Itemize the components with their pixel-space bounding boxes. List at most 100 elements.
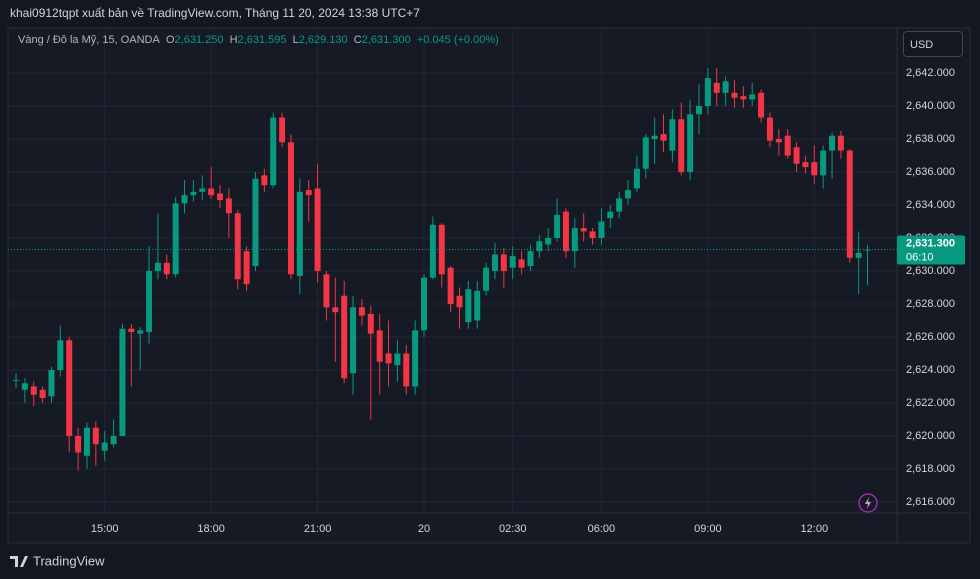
candle-body — [181, 195, 188, 204]
candle-body — [261, 175, 268, 186]
y-tick-label: 2,630.000 — [906, 265, 955, 277]
candle-body — [57, 340, 64, 370]
candle-body — [208, 188, 215, 196]
candle-body — [491, 254, 498, 271]
candle-body — [571, 228, 578, 252]
last-price-label: 2,631.300 — [906, 237, 955, 249]
candle-body — [119, 328, 126, 436]
candle-body — [367, 313, 374, 334]
ohlc-value: 2,631.250 — [174, 34, 224, 46]
candle-body — [545, 238, 552, 245]
candle-body — [829, 135, 836, 151]
candle-body — [855, 252, 862, 258]
candle-body — [128, 328, 135, 333]
candle-body — [385, 353, 392, 364]
candle-body — [421, 277, 428, 331]
candle-body — [83, 427, 90, 456]
candle-body — [376, 330, 383, 362]
symbol: Vàng / Đô la Mỹ, 15, OANDA — [18, 34, 160, 46]
candle-body — [740, 96, 747, 100]
axes: 2,616.000 2,618.000 2,620.000 2,622.000 2,62… — [8, 67, 965, 535]
candle-body — [793, 147, 800, 164]
candle-body — [687, 114, 694, 173]
y-tick-label: 2,642.000 — [906, 67, 955, 79]
candle-body — [305, 190, 312, 196]
candle-body — [39, 389, 46, 399]
candle-body — [695, 106, 702, 115]
candle-body — [811, 162, 818, 176]
x-tick-label: 09:00 — [694, 523, 722, 535]
candle-body — [225, 198, 232, 214]
candle-body — [403, 353, 410, 387]
last-price-box — [897, 235, 965, 265]
x-tick-label: 18:00 — [197, 523, 225, 535]
y-tick-label: 2,626.000 — [906, 331, 955, 343]
candle-body — [731, 92, 738, 98]
candle-body — [642, 137, 649, 169]
candle-body — [536, 241, 543, 252]
candle-body — [234, 213, 241, 280]
y-tick-label: 2,618.000 — [906, 463, 955, 475]
ohlc-value: 2,631.595 — [237, 34, 287, 46]
candle-body — [252, 178, 259, 267]
candle-body — [562, 211, 569, 252]
candle-body — [669, 119, 676, 151]
candle-body — [749, 94, 756, 100]
currency-button[interactable]: USD — [903, 31, 963, 57]
ohlc-value: 2,629.130 — [298, 34, 348, 46]
ohlc-key: L — [292, 34, 299, 46]
candle-body — [137, 330, 144, 334]
candle-body — [92, 427, 99, 445]
x-tick-label: 06:00 — [588, 523, 616, 535]
y-tick-label: 2,628.000 — [906, 298, 955, 310]
ohlc: O2,631.250 H2,631.595 L2,629.130 C2,631.… — [166, 34, 417, 46]
grid — [8, 28, 897, 513]
candle-body — [172, 203, 179, 275]
brand-logo — [10, 556, 28, 567]
chart-title: khai0912tqpt xuất bản về TradingView.com… — [10, 6, 420, 20]
candle-body — [598, 221, 605, 239]
candle-body — [527, 251, 534, 267]
candle-body — [394, 353, 401, 366]
candle-body — [589, 231, 596, 239]
candle-body — [766, 117, 773, 141]
candle-body — [21, 383, 28, 390]
candle-body — [217, 193, 224, 201]
candle-body — [296, 191, 303, 276]
alert-bolt — [865, 497, 871, 509]
candle-body — [287, 142, 294, 275]
candle-body — [802, 162, 809, 168]
candle-body — [438, 224, 445, 275]
candle-body — [279, 117, 286, 143]
candle-body — [243, 251, 250, 285]
candle-body — [722, 81, 729, 93]
candle-body — [758, 92, 765, 118]
candle-body — [607, 211, 614, 219]
legend: Vàng / Đô la Mỹ, 15, OANDA O2,631.250 H2… — [18, 34, 499, 46]
candle-body — [820, 150, 827, 176]
candle-body — [660, 134, 667, 141]
brand-name: TradingView — [33, 553, 105, 568]
candle-body — [483, 267, 490, 291]
candle-body — [110, 435, 117, 445]
change: +0.045 (+0.00%) — [416, 34, 499, 46]
candle-body — [678, 119, 685, 173]
candle-body — [500, 254, 507, 271]
candle-body — [30, 386, 37, 395]
y-tick-label: 2,636.000 — [906, 166, 955, 178]
candle-body — [864, 249, 871, 251]
candle-body — [633, 168, 640, 189]
alert-icon[interactable] — [858, 493, 878, 513]
candle-body — [784, 135, 791, 156]
candle-body — [456, 295, 463, 308]
x-tick-label: 15:00 — [91, 523, 119, 535]
x-tick-label: 02:30 — [499, 523, 527, 535]
candle-body — [75, 435, 82, 453]
y-tick-label: 2,616.000 — [906, 496, 955, 508]
candle-body — [518, 259, 525, 268]
candle-body — [358, 307, 365, 316]
candle-body — [509, 256, 516, 268]
candle-body — [341, 295, 348, 379]
